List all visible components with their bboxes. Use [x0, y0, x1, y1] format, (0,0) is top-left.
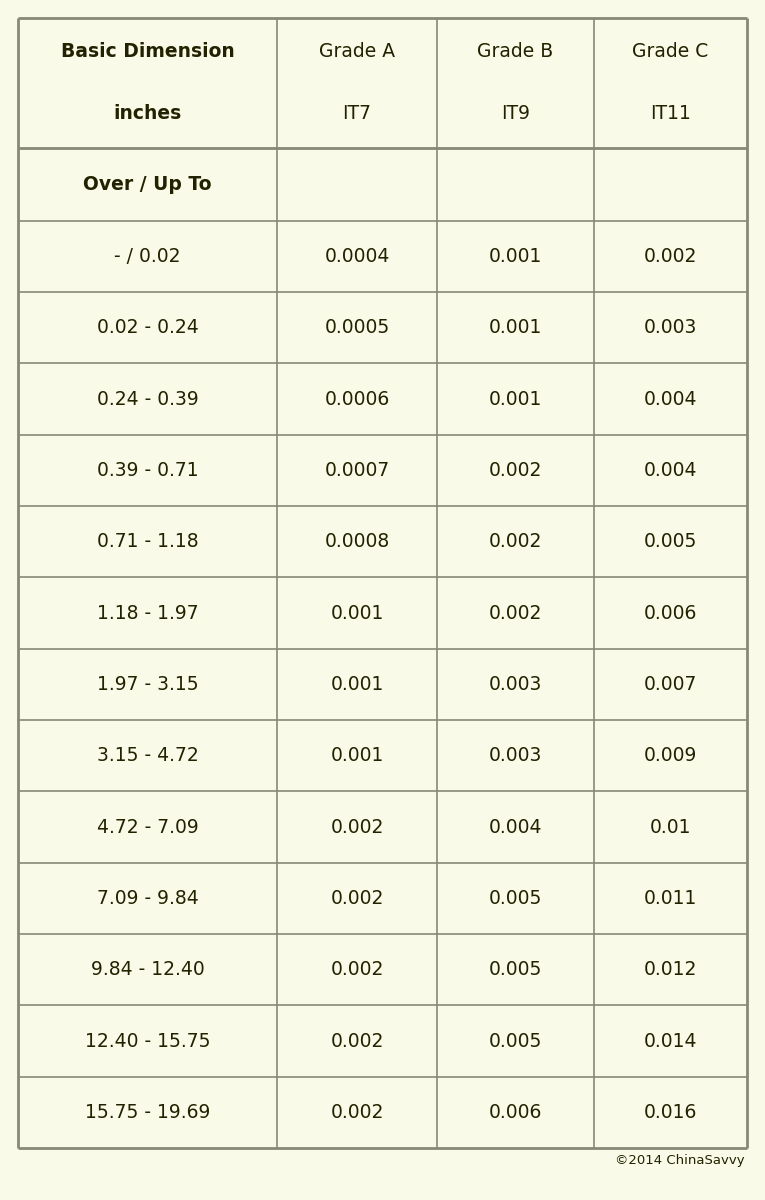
Text: 0.004: 0.004: [643, 461, 697, 480]
Text: 7.09 - 9.84: 7.09 - 9.84: [96, 889, 198, 908]
Text: 0.02 - 0.24: 0.02 - 0.24: [96, 318, 198, 337]
Text: Grade B

IT9: Grade B IT9: [477, 42, 554, 124]
Text: Grade C

IT11: Grade C IT11: [633, 42, 708, 124]
Text: 0.002: 0.002: [489, 533, 542, 551]
Text: Grade A

IT7: Grade A IT7: [319, 42, 395, 124]
Text: 0.005: 0.005: [644, 533, 697, 551]
Text: 0.0008: 0.0008: [324, 533, 389, 551]
Text: 15.75 - 19.69: 15.75 - 19.69: [85, 1103, 210, 1122]
Text: Basic Dimension

inches: Basic Dimension inches: [60, 42, 234, 124]
Text: 0.009: 0.009: [644, 746, 697, 766]
Text: 3.15 - 4.72: 3.15 - 4.72: [96, 746, 198, 766]
Text: 0.71 - 1.18: 0.71 - 1.18: [96, 533, 198, 551]
Text: 0.39 - 0.71: 0.39 - 0.71: [96, 461, 198, 480]
Text: 0.001: 0.001: [330, 746, 384, 766]
Text: 0.006: 0.006: [489, 1103, 542, 1122]
Text: 0.002: 0.002: [330, 889, 384, 908]
Text: 0.002: 0.002: [489, 461, 542, 480]
Text: 0.016: 0.016: [644, 1103, 697, 1122]
Text: 0.001: 0.001: [330, 604, 384, 623]
Text: Over / Up To: Over / Up To: [83, 175, 212, 193]
Text: 1.97 - 3.15: 1.97 - 3.15: [96, 674, 198, 694]
Text: 1.18 - 1.97: 1.18 - 1.97: [96, 604, 198, 623]
Text: ©2014 ChinaSavvy: ©2014 ChinaSavvy: [615, 1154, 745, 1166]
Text: 0.0006: 0.0006: [324, 390, 389, 408]
Text: 0.001: 0.001: [489, 247, 542, 266]
Text: 4.72 - 7.09: 4.72 - 7.09: [96, 817, 198, 836]
Text: 0.005: 0.005: [489, 1032, 542, 1050]
Text: 0.001: 0.001: [489, 318, 542, 337]
Text: 9.84 - 12.40: 9.84 - 12.40: [90, 960, 204, 979]
Text: 0.01: 0.01: [649, 817, 692, 836]
Text: 0.0007: 0.0007: [324, 461, 389, 480]
Text: 0.002: 0.002: [330, 817, 384, 836]
Text: 0.011: 0.011: [644, 889, 697, 908]
Text: 0.004: 0.004: [643, 390, 697, 408]
Text: 0.0004: 0.0004: [324, 247, 389, 266]
Text: 0.002: 0.002: [644, 247, 697, 266]
Text: 0.002: 0.002: [330, 1103, 384, 1122]
Text: 0.014: 0.014: [643, 1032, 697, 1050]
Text: 0.001: 0.001: [489, 390, 542, 408]
Text: 0.0005: 0.0005: [324, 318, 389, 337]
Text: 0.002: 0.002: [330, 960, 384, 979]
Text: 0.003: 0.003: [644, 318, 697, 337]
Text: 0.012: 0.012: [644, 960, 697, 979]
Text: 0.002: 0.002: [330, 1032, 384, 1050]
Text: 0.24 - 0.39: 0.24 - 0.39: [96, 390, 198, 408]
Text: 0.003: 0.003: [489, 746, 542, 766]
Text: 0.007: 0.007: [644, 674, 697, 694]
Text: 0.005: 0.005: [489, 960, 542, 979]
Text: 0.004: 0.004: [489, 817, 542, 836]
Text: 0.001: 0.001: [330, 674, 384, 694]
Text: 0.005: 0.005: [489, 889, 542, 908]
Text: 0.002: 0.002: [489, 604, 542, 623]
Text: - / 0.02: - / 0.02: [114, 247, 181, 266]
Text: 12.40 - 15.75: 12.40 - 15.75: [85, 1032, 210, 1050]
Text: 0.003: 0.003: [489, 674, 542, 694]
Text: 0.006: 0.006: [644, 604, 697, 623]
